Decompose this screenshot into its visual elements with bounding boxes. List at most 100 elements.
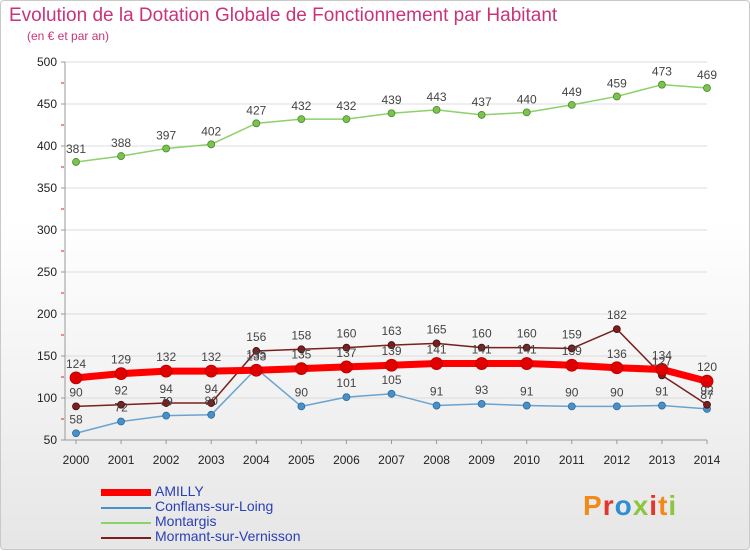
data-point <box>522 401 531 410</box>
data-point <box>612 92 621 101</box>
data-label: 90 <box>295 385 309 399</box>
data-label: 402 <box>201 124 221 138</box>
x-tick-label: 2009 <box>468 453 495 467</box>
data-label: 469 <box>697 68 717 82</box>
y-tick-label: 200 <box>37 307 57 321</box>
logo-letter: i <box>649 490 659 521</box>
data-point <box>612 402 621 411</box>
data-label: 139 <box>562 344 582 358</box>
data-point <box>522 343 531 352</box>
data-label: 432 <box>336 99 356 113</box>
data-point <box>162 399 171 407</box>
data-label: 437 <box>472 95 492 109</box>
data-label: 432 <box>291 99 311 113</box>
data-label: 105 <box>381 373 401 387</box>
x-tick-label: 2002 <box>153 453 180 467</box>
data-label: 141 <box>517 343 537 357</box>
data-label: 120 <box>697 360 717 374</box>
legend-swatch <box>101 537 151 539</box>
data-label: 58 <box>69 412 83 426</box>
data-point <box>249 363 263 377</box>
x-tick-label: 2006 <box>333 453 360 467</box>
data-label: 381 <box>66 142 86 156</box>
data-point <box>658 80 666 89</box>
data-label: 91 <box>655 385 669 399</box>
data-label: 397 <box>156 129 176 143</box>
data-point <box>207 140 216 149</box>
data-point <box>207 399 216 407</box>
data-label: 79 <box>159 395 173 409</box>
x-tick-label: 2000 <box>63 453 90 467</box>
data-label: 443 <box>427 90 447 104</box>
data-point <box>477 343 486 352</box>
legend-swatch <box>101 489 151 496</box>
chart-title: Evolution de la Dotation Globale de Fonc… <box>9 5 558 26</box>
data-point <box>204 364 218 378</box>
data-label: 165 <box>427 322 447 336</box>
data-label: 124 <box>66 357 86 371</box>
data-label: 94 <box>159 382 173 396</box>
x-tick-label: 2010 <box>513 453 540 467</box>
data-point <box>117 417 125 426</box>
y-tick-label: 400 <box>37 139 57 153</box>
data-label: 134 <box>652 348 672 362</box>
data-label: 129 <box>111 353 131 367</box>
x-tick-label: 2011 <box>559 453 585 467</box>
data-point <box>522 108 531 117</box>
data-label: 90 <box>610 385 624 399</box>
data-point <box>567 344 576 353</box>
data-label: 159 <box>562 327 582 341</box>
data-point <box>252 347 261 355</box>
data-point <box>72 402 80 411</box>
data-label: 92 <box>114 384 128 398</box>
data-label: 91 <box>520 385 534 399</box>
data-point <box>432 339 441 348</box>
data-label: 141 <box>472 343 492 357</box>
data-point <box>159 364 173 378</box>
data-label: 94 <box>205 382 219 396</box>
data-label: 449 <box>562 85 582 99</box>
legend-swatch <box>101 522 151 524</box>
data-point <box>342 115 351 124</box>
y-tick-label: 150 <box>37 349 57 363</box>
data-label: 93 <box>475 383 489 397</box>
data-point <box>114 367 128 381</box>
data-point <box>612 325 621 334</box>
data-point <box>432 401 441 410</box>
logo-letter: r <box>602 490 615 521</box>
data-label: 80 <box>205 394 219 408</box>
data-label: 158 <box>291 328 311 342</box>
data-label: 160 <box>472 327 492 341</box>
data-point <box>700 374 714 388</box>
data-point <box>297 115 306 124</box>
data-point <box>703 84 711 92</box>
x-tick-label: 2008 <box>423 453 450 467</box>
x-tick-label: 2007 <box>378 453 405 467</box>
data-point <box>567 100 576 109</box>
y-tick-label: 450 <box>37 97 57 111</box>
data-label: 135 <box>246 348 266 362</box>
data-point <box>207 410 216 419</box>
data-label: 127 <box>652 354 672 368</box>
x-tick-label: 2003 <box>198 453 225 467</box>
data-point <box>477 111 486 119</box>
data-point <box>655 363 669 376</box>
data-point <box>340 360 353 374</box>
data-point <box>342 393 351 402</box>
data-label: 388 <box>111 136 131 150</box>
data-point <box>294 362 308 376</box>
data-label: 141 <box>427 343 447 357</box>
data-point <box>610 361 624 375</box>
data-label: 135 <box>291 348 311 362</box>
x-tick-label: 2014 <box>694 453 721 467</box>
data-label: 459 <box>607 76 627 90</box>
data-label: 90 <box>565 385 579 399</box>
legend-label: Mormant-sur-Vernisson <box>155 528 301 544</box>
data-point <box>342 343 351 352</box>
data-point <box>477 399 486 408</box>
y-tick-label: 350 <box>37 181 57 195</box>
legend-label: Montargis <box>155 513 217 529</box>
y-tick-label: 500 <box>37 55 57 69</box>
data-label: 139 <box>381 344 401 358</box>
